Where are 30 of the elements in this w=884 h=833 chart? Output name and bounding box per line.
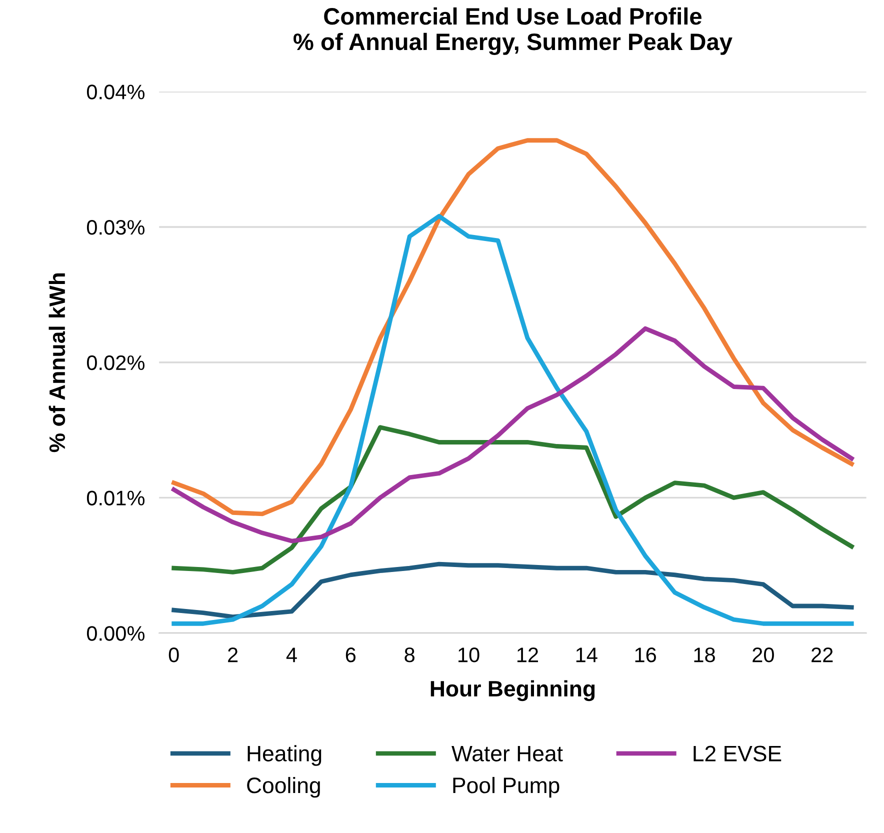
x-tick-label: 8 [404,648,414,662]
legend-label: Water Heat [452,746,563,762]
legend-label: Pool Pump [453,776,560,798]
line-series [172,326,854,544]
y-tick-label: 0.03% [86,220,144,235]
x-tick-label: 0 [168,648,179,662]
legend-label: Cooling [247,776,320,798]
x-tick-label: 20 [752,648,774,662]
x-tick-label: 22 [812,648,833,662]
legend-label: Heating [248,745,322,766]
chart-title: Commercial End Use Load Profile % of Annual Energy, Summer Peak Day [294,7,732,55]
y-axis-title: % of Annual kWh [48,273,66,452]
x-tick-label: 16 [635,648,656,662]
legend-label: L2 EVSE [694,746,782,762]
line-series [172,562,854,620]
y-tick-label: 0.00% [86,626,144,641]
y-tick-label: 0.02% [86,355,144,370]
x-tick-label: 2 [228,648,238,662]
x-tick-label: 12 [517,648,538,662]
x-tick-label: 6 [346,648,356,662]
x-tick-label: 10 [458,648,480,662]
y-tick-label: 0.04% [86,84,144,100]
line-series [172,425,854,574]
x-axis-title: Hour Beginning [430,680,595,702]
line-series [172,138,854,516]
line-series [172,214,854,626]
x-tick-label: 4 [286,648,297,662]
x-tick-label: 14 [576,648,598,662]
y-tick-label: 0.01% [86,490,144,506]
x-tick-label: 18 [694,648,715,662]
